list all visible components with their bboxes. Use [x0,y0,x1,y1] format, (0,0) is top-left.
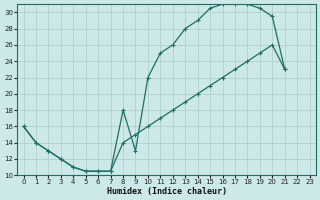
X-axis label: Humidex (Indice chaleur): Humidex (Indice chaleur) [107,187,227,196]
